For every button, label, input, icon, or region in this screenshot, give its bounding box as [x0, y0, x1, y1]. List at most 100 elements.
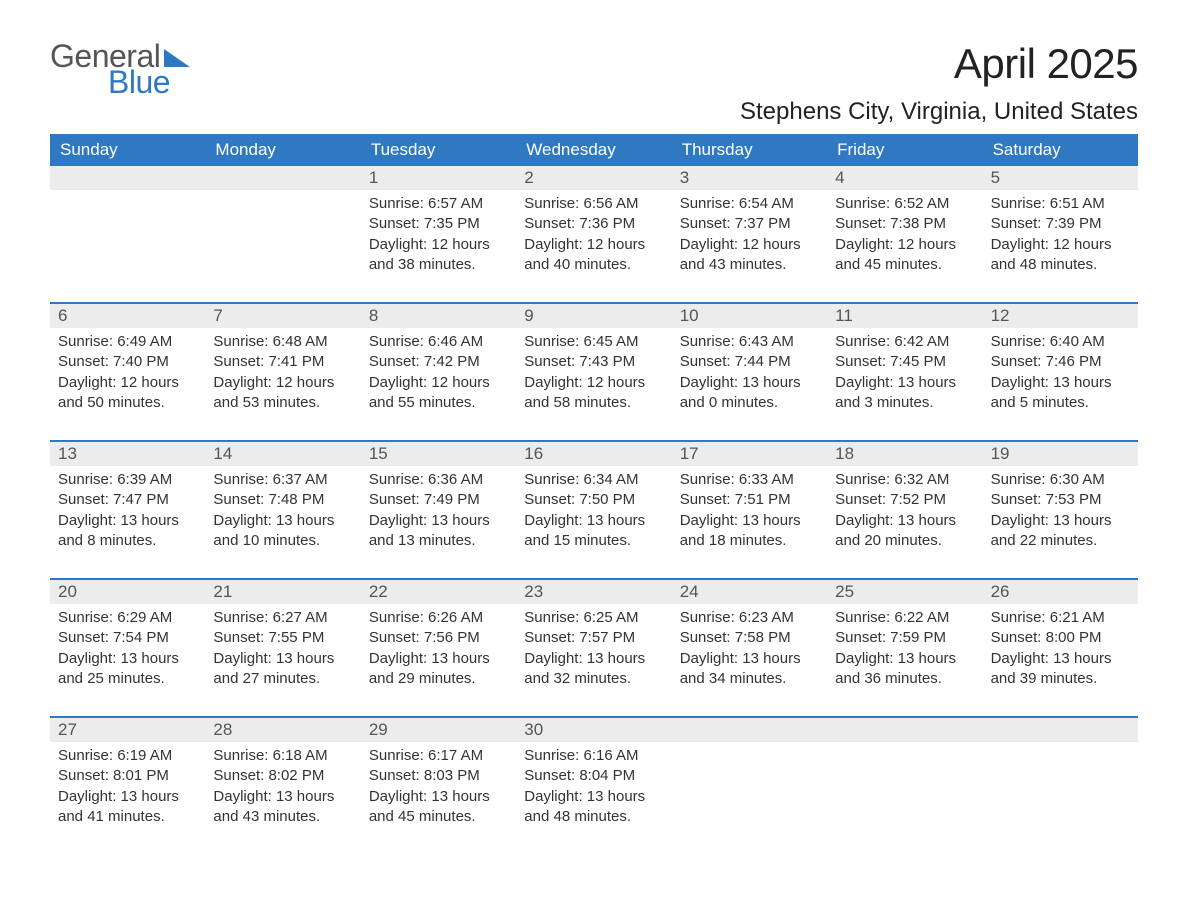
- sunrise-line: Sunrise: 6:19 AM: [58, 746, 197, 766]
- day-number-row: 12345: [50, 166, 1138, 190]
- weekday-header: Wednesday: [516, 134, 671, 166]
- day-cell: [50, 190, 205, 288]
- sunset-line: Sunset: 7:42 PM: [369, 352, 508, 372]
- day-number: 30: [516, 718, 671, 742]
- sunrise-line: Sunrise: 6:27 AM: [213, 608, 352, 628]
- day-number: 17: [672, 442, 827, 466]
- day-number: 28: [205, 718, 360, 742]
- day-cell: Sunrise: 6:25 AMSunset: 7:57 PMDaylight:…: [516, 604, 671, 702]
- day-cell: [827, 742, 982, 840]
- sunset-line: Sunset: 7:47 PM: [58, 490, 197, 510]
- day-number: 19: [983, 442, 1138, 466]
- sunrise-line: Sunrise: 6:30 AM: [991, 470, 1130, 490]
- sunrise-line: Sunrise: 6:21 AM: [991, 608, 1130, 628]
- day-cell: Sunrise: 6:26 AMSunset: 7:56 PMDaylight:…: [361, 604, 516, 702]
- day-number: 12: [983, 304, 1138, 328]
- day-cell: Sunrise: 6:52 AMSunset: 7:38 PMDaylight:…: [827, 190, 982, 288]
- sunset-line: Sunset: 7:46 PM: [991, 352, 1130, 372]
- daylight-line: Daylight: 13 hours and 0 minutes.: [680, 373, 819, 414]
- daylight-line: Daylight: 13 hours and 27 minutes.: [213, 649, 352, 690]
- calendar-week: 20212223242526Sunrise: 6:29 AMSunset: 7:…: [50, 578, 1138, 702]
- sunrise-line: Sunrise: 6:37 AM: [213, 470, 352, 490]
- weekday-header: Sunday: [50, 134, 205, 166]
- sunrise-line: Sunrise: 6:56 AM: [524, 194, 663, 214]
- daylight-line: Daylight: 13 hours and 32 minutes.: [524, 649, 663, 690]
- day-number-row: 13141516171819: [50, 442, 1138, 466]
- day-cell: Sunrise: 6:17 AMSunset: 8:03 PMDaylight:…: [361, 742, 516, 840]
- weekday-header: Tuesday: [361, 134, 516, 166]
- day-number-row: 6789101112: [50, 304, 1138, 328]
- day-cell: Sunrise: 6:16 AMSunset: 8:04 PMDaylight:…: [516, 742, 671, 840]
- day-cell: Sunrise: 6:19 AMSunset: 8:01 PMDaylight:…: [50, 742, 205, 840]
- sunrise-line: Sunrise: 6:45 AM: [524, 332, 663, 352]
- sunset-line: Sunset: 7:49 PM: [369, 490, 508, 510]
- day-number: [205, 166, 360, 190]
- day-number-row: 27282930: [50, 718, 1138, 742]
- day-number: 11: [827, 304, 982, 328]
- day-number: 4: [827, 166, 982, 190]
- day-cell: Sunrise: 6:23 AMSunset: 7:58 PMDaylight:…: [672, 604, 827, 702]
- sunrise-line: Sunrise: 6:33 AM: [680, 470, 819, 490]
- weekday-header: Saturday: [983, 134, 1138, 166]
- sunset-line: Sunset: 7:44 PM: [680, 352, 819, 372]
- calendar-week: 27282930Sunrise: 6:19 AMSunset: 8:01 PMD…: [50, 716, 1138, 840]
- month-title: April 2025: [740, 40, 1138, 88]
- daylight-line: Daylight: 13 hours and 34 minutes.: [680, 649, 819, 690]
- daylight-line: Daylight: 13 hours and 45 minutes.: [369, 787, 508, 828]
- daylight-line: Daylight: 12 hours and 40 minutes.: [524, 235, 663, 276]
- sunset-line: Sunset: 7:37 PM: [680, 214, 819, 234]
- sunset-line: Sunset: 7:39 PM: [991, 214, 1130, 234]
- day-cell: Sunrise: 6:36 AMSunset: 7:49 PMDaylight:…: [361, 466, 516, 564]
- day-number: 14: [205, 442, 360, 466]
- sunset-line: Sunset: 7:57 PM: [524, 628, 663, 648]
- sunrise-line: Sunrise: 6:25 AM: [524, 608, 663, 628]
- daylight-line: Daylight: 13 hours and 8 minutes.: [58, 511, 197, 552]
- calendar-week: 6789101112Sunrise: 6:49 AMSunset: 7:40 P…: [50, 302, 1138, 426]
- sunset-line: Sunset: 7:52 PM: [835, 490, 974, 510]
- day-number: 20: [50, 580, 205, 604]
- sunrise-line: Sunrise: 6:23 AM: [680, 608, 819, 628]
- sunrise-line: Sunrise: 6:54 AM: [680, 194, 819, 214]
- sunset-line: Sunset: 7:58 PM: [680, 628, 819, 648]
- day-number: 9: [516, 304, 671, 328]
- sunset-line: Sunset: 7:55 PM: [213, 628, 352, 648]
- day-number: 29: [361, 718, 516, 742]
- day-cell: Sunrise: 6:40 AMSunset: 7:46 PMDaylight:…: [983, 328, 1138, 426]
- day-cell: Sunrise: 6:54 AMSunset: 7:37 PMDaylight:…: [672, 190, 827, 288]
- sunrise-line: Sunrise: 6:22 AM: [835, 608, 974, 628]
- sunrise-line: Sunrise: 6:43 AM: [680, 332, 819, 352]
- day-cell: Sunrise: 6:29 AMSunset: 7:54 PMDaylight:…: [50, 604, 205, 702]
- day-number: [50, 166, 205, 190]
- sunset-line: Sunset: 7:45 PM: [835, 352, 974, 372]
- day-cell: Sunrise: 6:45 AMSunset: 7:43 PMDaylight:…: [516, 328, 671, 426]
- sunrise-line: Sunrise: 6:17 AM: [369, 746, 508, 766]
- sunset-line: Sunset: 7:51 PM: [680, 490, 819, 510]
- day-number: [672, 718, 827, 742]
- day-cell: Sunrise: 6:30 AMSunset: 7:53 PMDaylight:…: [983, 466, 1138, 564]
- day-number: 25: [827, 580, 982, 604]
- logo-text-blue: Blue: [108, 66, 190, 98]
- daylight-line: Daylight: 12 hours and 58 minutes.: [524, 373, 663, 414]
- daylight-line: Daylight: 13 hours and 25 minutes.: [58, 649, 197, 690]
- daylight-line: Daylight: 13 hours and 13 minutes.: [369, 511, 508, 552]
- day-cell: [205, 190, 360, 288]
- daylight-line: Daylight: 13 hours and 5 minutes.: [991, 373, 1130, 414]
- day-cell: Sunrise: 6:48 AMSunset: 7:41 PMDaylight:…: [205, 328, 360, 426]
- sunrise-line: Sunrise: 6:51 AM: [991, 194, 1130, 214]
- sunset-line: Sunset: 7:35 PM: [369, 214, 508, 234]
- sunrise-line: Sunrise: 6:18 AM: [213, 746, 352, 766]
- weekday-header: Thursday: [672, 134, 827, 166]
- day-number: 16: [516, 442, 671, 466]
- daylight-line: Daylight: 13 hours and 48 minutes.: [524, 787, 663, 828]
- daylight-line: Daylight: 13 hours and 3 minutes.: [835, 373, 974, 414]
- sunrise-line: Sunrise: 6:48 AM: [213, 332, 352, 352]
- day-number: 15: [361, 442, 516, 466]
- logo: General Blue: [50, 40, 190, 98]
- daylight-line: Daylight: 12 hours and 50 minutes.: [58, 373, 197, 414]
- sunrise-line: Sunrise: 6:16 AM: [524, 746, 663, 766]
- sunrise-line: Sunrise: 6:39 AM: [58, 470, 197, 490]
- sunrise-line: Sunrise: 6:32 AM: [835, 470, 974, 490]
- day-cell: Sunrise: 6:56 AMSunset: 7:36 PMDaylight:…: [516, 190, 671, 288]
- sunrise-line: Sunrise: 6:29 AM: [58, 608, 197, 628]
- day-cell: Sunrise: 6:32 AMSunset: 7:52 PMDaylight:…: [827, 466, 982, 564]
